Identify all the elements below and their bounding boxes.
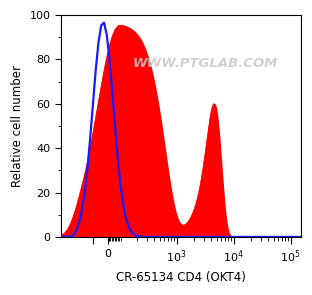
Text: WWW.PTGLAB.COM: WWW.PTGLAB.COM: [132, 58, 278, 71]
Y-axis label: Relative cell number: Relative cell number: [11, 65, 24, 187]
X-axis label: CR-65134 CD4 (OKT4): CR-65134 CD4 (OKT4): [116, 271, 246, 284]
